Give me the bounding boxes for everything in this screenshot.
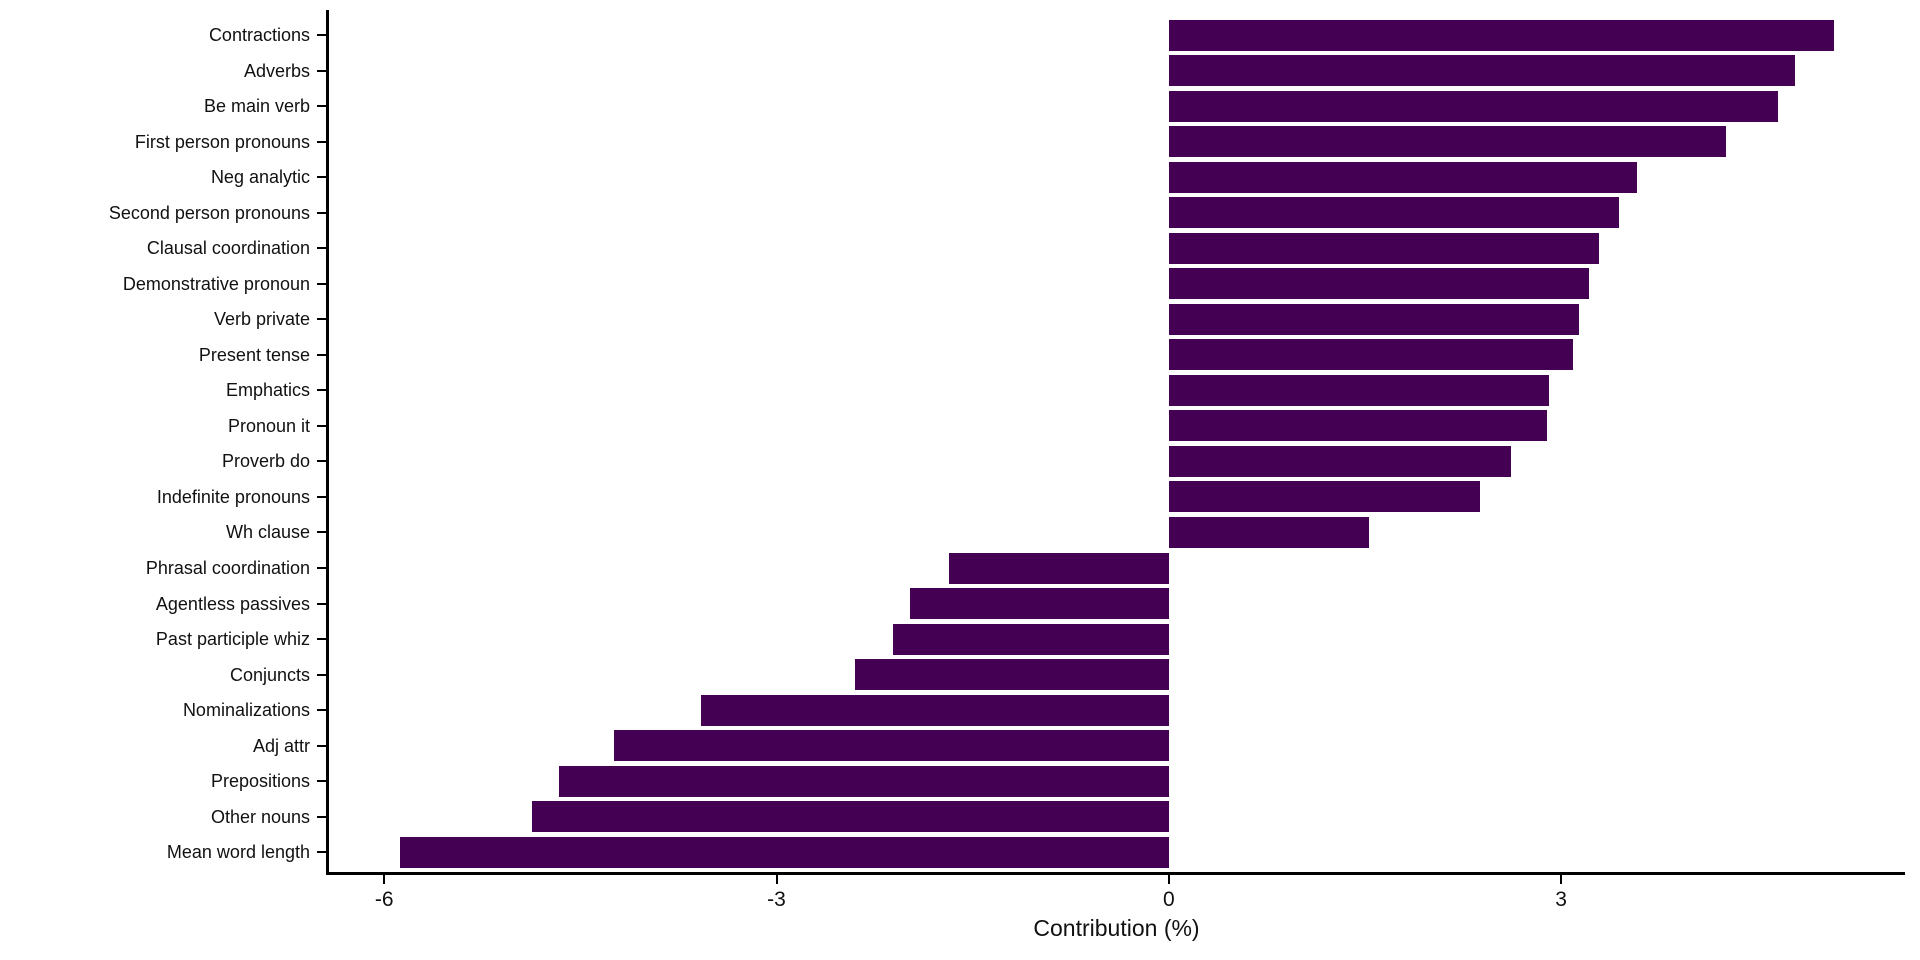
- bar-wh-clause: [1168, 516, 1369, 548]
- category-label: Be main verb: [203, 96, 310, 117]
- category-label: Past participle whiz: [155, 629, 310, 650]
- bar-neg-analytic: [1168, 161, 1637, 193]
- y-axis-tick: [317, 69, 326, 72]
- category-label: Prepositions: [210, 771, 310, 792]
- bar-verb-private: [1168, 303, 1580, 335]
- bar-adj-attr: [614, 730, 1169, 762]
- x-axis-tick: [383, 874, 386, 884]
- bar-emphatics: [1168, 374, 1550, 406]
- bar-other-nouns: [531, 801, 1169, 833]
- bar-mean-word-length: [399, 836, 1169, 868]
- category-label: Phrasal coordination: [145, 558, 310, 578]
- category-label: Wh clause: [225, 522, 310, 543]
- category-label: Neg analytic: [210, 167, 310, 188]
- y-axis-tick: [317, 851, 326, 854]
- bar-second-person-pronouns: [1168, 197, 1619, 229]
- y-axis-tick: [317, 318, 326, 321]
- category-label: Proverb do: [221, 451, 310, 472]
- category-label: Demonstrative pronoun: [122, 273, 310, 294]
- y-axis-tick: [317, 744, 326, 747]
- bar-clausal-coordination: [1168, 232, 1599, 264]
- y-axis-tick: [317, 176, 326, 179]
- category-label: Emphatics: [225, 380, 310, 401]
- x-axis-tick: [775, 874, 778, 884]
- bar-nominalizations: [700, 694, 1169, 726]
- x-axis-title: Contribution (%): [1033, 915, 1200, 941]
- y-axis-tick: [317, 34, 326, 37]
- y-axis-tick: [317, 567, 326, 569]
- bar-contractions: [1168, 19, 1835, 51]
- category-label: Adj attr: [252, 735, 310, 756]
- y-axis-tick: [317, 282, 326, 285]
- y-axis-tick: [317, 140, 326, 143]
- category-label: Present tense: [198, 344, 310, 365]
- x-tick-label: -3: [767, 888, 786, 911]
- bar-present-tense: [1168, 339, 1573, 371]
- category-label: Conjuncts: [229, 664, 310, 685]
- category-label: Contractions: [208, 25, 310, 46]
- y-axis-tick: [317, 495, 326, 498]
- bar-agentless-passives: [909, 588, 1169, 620]
- bar-prepositions: [559, 765, 1169, 797]
- y-axis-tick: [317, 709, 326, 712]
- bar-demonstrative-pronoun: [1168, 268, 1589, 300]
- category-label: Clausal coordination: [146, 238, 310, 259]
- y-axis-tick: [317, 424, 326, 427]
- category-label: Second person pronouns: [108, 202, 310, 223]
- y-axis-tick: [317, 638, 326, 641]
- x-tick-label: 3: [1555, 888, 1567, 911]
- bar-phrasal-coordination: [949, 552, 1169, 584]
- y-axis-tick: [317, 602, 326, 605]
- category-label: Pronoun it: [227, 415, 310, 436]
- y-axis-tick: [317, 389, 326, 392]
- y-axis-tick: [317, 353, 326, 356]
- category-label: Other nouns: [210, 806, 310, 827]
- category-label: First person pronouns: [134, 131, 310, 152]
- bar-proverb-do: [1168, 445, 1512, 477]
- y-axis-tick: [317, 105, 326, 108]
- x-axis-line: [326, 872, 1905, 875]
- category-label: Adverbs: [243, 60, 310, 81]
- y-axis-tick: [317, 780, 326, 783]
- bar-be-main-verb: [1168, 90, 1779, 122]
- bar-conjuncts: [854, 659, 1169, 691]
- x-tick-label: -6: [374, 888, 394, 911]
- y-axis-tick: [317, 531, 326, 534]
- bar-adverbs: [1168, 55, 1796, 87]
- category-label: Nominalizations: [182, 700, 310, 721]
- category-label: Verb private: [213, 309, 310, 330]
- y-axis-line: [326, 10, 329, 874]
- x-axis-tick: [1167, 874, 1170, 884]
- x-axis-tick: [1560, 874, 1563, 884]
- x-tick-label: 0: [1162, 888, 1175, 911]
- category-label: Agentless passives: [155, 593, 310, 614]
- y-axis-tick: [317, 673, 326, 676]
- bar-past-participle-whiz: [892, 623, 1169, 655]
- bar-pronoun-it: [1168, 410, 1547, 442]
- category-label: Indefinite pronouns: [156, 486, 310, 507]
- y-axis-tick: [317, 815, 326, 818]
- category-label: Mean word length: [166, 842, 310, 863]
- y-axis-tick: [317, 247, 326, 250]
- bar-indefinite-pronouns: [1168, 481, 1480, 513]
- y-axis-tick: [317, 460, 326, 463]
- y-axis-tick: [317, 211, 326, 214]
- bar-first-person-pronouns: [1168, 126, 1726, 158]
